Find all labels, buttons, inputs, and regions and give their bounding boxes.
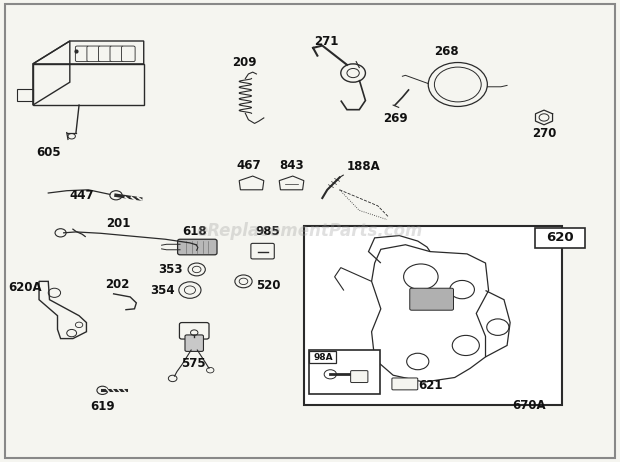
Text: 98A: 98A <box>313 353 333 362</box>
FancyBboxPatch shape <box>392 378 418 390</box>
FancyBboxPatch shape <box>309 352 337 363</box>
FancyBboxPatch shape <box>76 46 89 61</box>
Text: 270: 270 <box>532 127 556 140</box>
FancyBboxPatch shape <box>309 350 379 394</box>
FancyBboxPatch shape <box>110 46 123 61</box>
Text: 188A: 188A <box>347 160 381 173</box>
Text: 201: 201 <box>105 217 130 230</box>
FancyBboxPatch shape <box>351 371 368 383</box>
FancyBboxPatch shape <box>99 46 112 61</box>
Text: 354: 354 <box>150 284 174 297</box>
Text: 467: 467 <box>236 159 261 172</box>
FancyBboxPatch shape <box>410 288 453 310</box>
Text: 269: 269 <box>383 112 407 125</box>
FancyBboxPatch shape <box>536 228 585 248</box>
Text: 620A: 620A <box>9 281 42 294</box>
Text: 843: 843 <box>279 159 304 172</box>
Text: 605: 605 <box>36 146 61 159</box>
Text: 209: 209 <box>232 56 256 69</box>
Text: 670A: 670A <box>512 400 546 413</box>
Text: 621: 621 <box>418 379 442 392</box>
FancyBboxPatch shape <box>251 243 274 259</box>
Text: 447: 447 <box>70 189 94 202</box>
Text: 520: 520 <box>256 279 280 292</box>
Text: 575: 575 <box>180 358 205 371</box>
Text: 620: 620 <box>546 231 574 244</box>
FancyBboxPatch shape <box>179 322 209 339</box>
Text: 268: 268 <box>435 45 459 58</box>
Text: 202: 202 <box>105 278 130 291</box>
Text: 618: 618 <box>182 225 207 238</box>
Text: 619: 619 <box>90 401 115 413</box>
Text: eReplacementParts.com: eReplacementParts.com <box>197 222 423 240</box>
FancyBboxPatch shape <box>177 239 217 255</box>
Text: 985: 985 <box>255 225 280 238</box>
FancyBboxPatch shape <box>304 226 562 405</box>
FancyBboxPatch shape <box>122 46 135 61</box>
Text: 271: 271 <box>314 35 339 48</box>
FancyBboxPatch shape <box>87 46 100 61</box>
Text: 353: 353 <box>159 263 183 276</box>
FancyBboxPatch shape <box>185 335 203 352</box>
